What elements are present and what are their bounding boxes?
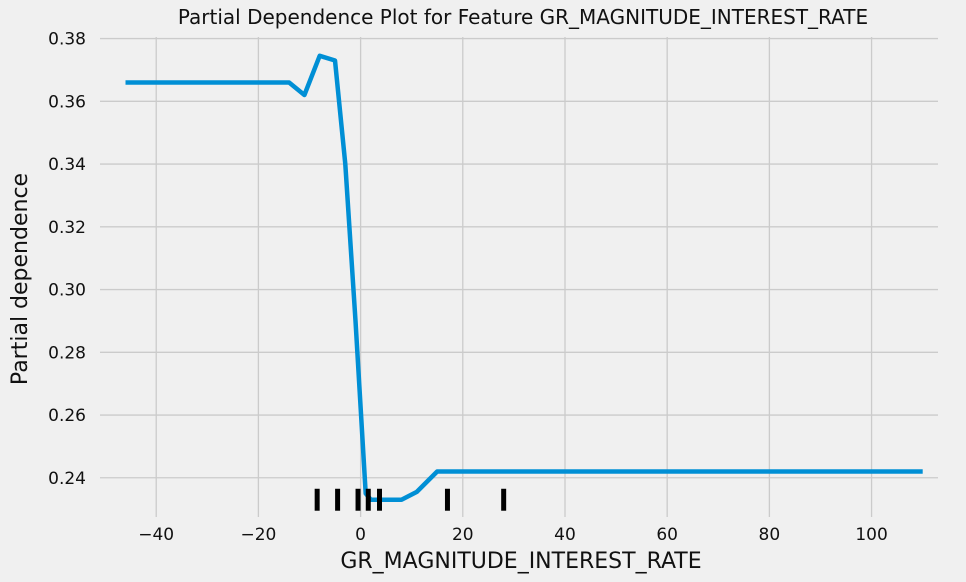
y-tick-label: 0.32 [48, 218, 86, 238]
y-tick-label: 0.24 [48, 469, 86, 489]
x-tick-label: 40 [554, 525, 576, 545]
x-tick-label: 60 [656, 525, 678, 545]
x-tick-label: −40 [138, 525, 174, 545]
y-axis-label: Partial dependence [8, 173, 33, 385]
x-tick-labels: −40 −20 0 20 40 60 80 100 [138, 525, 888, 545]
x-tick-label: −20 [240, 525, 276, 545]
x-tick-label: 100 [855, 525, 887, 545]
grid [100, 37, 938, 517]
y-tick-label: 0.30 [48, 281, 86, 301]
y-tick-labels: 0.24 0.26 0.28 0.30 0.32 0.34 0.36 0.38 [48, 30, 86, 489]
y-tick-label: 0.34 [48, 155, 86, 175]
y-tick-label: 0.28 [48, 343, 86, 363]
chart-title: Partial Dependence Plot for Feature GR_M… [178, 5, 868, 29]
partial-dependence-line [125, 53, 923, 502]
series-layer [125, 53, 923, 502]
x-tick-label: 20 [452, 525, 474, 545]
y-tick-label: 0.26 [48, 406, 86, 426]
y-tick-label: 0.38 [48, 30, 86, 50]
y-tick-label: 0.36 [48, 92, 86, 112]
x-tick-label: 0 [355, 525, 366, 545]
x-axis-label: GR_MAGNITUDE_INTEREST_RATE [340, 549, 701, 574]
x-tick-label: 80 [759, 525, 781, 545]
rug-marks [314, 488, 507, 511]
